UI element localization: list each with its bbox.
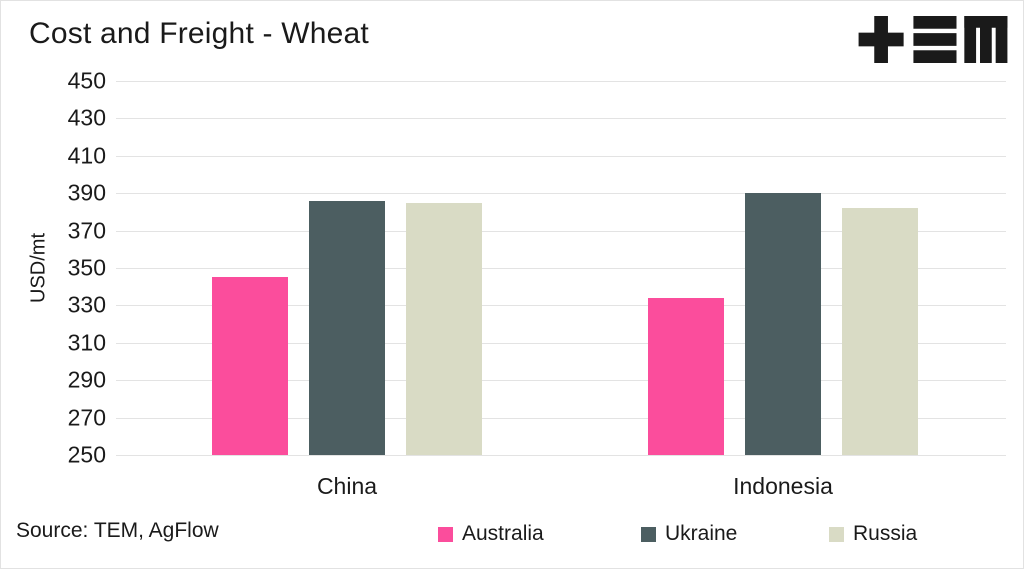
x-tick-indonesia: Indonesia — [733, 473, 833, 499]
legend-label-russia: Russia — [853, 522, 918, 545]
bar-indonesia-australia — [648, 297, 724, 455]
gridline-370 — [116, 230, 1006, 232]
gridline-250 — [116, 455, 1006, 456]
gridline-270 — [116, 417, 1006, 419]
legend-label-ukraine: Ukraine — [665, 522, 738, 545]
y-tick-390: 390 — [67, 179, 106, 206]
gridline-310 — [116, 342, 1006, 344]
tem-logo — [858, 16, 1008, 63]
y-tick-410: 410 — [67, 142, 106, 169]
source-note: Source: TEM, AgFlow — [16, 519, 219, 542]
bar-indonesia-ukraine — [745, 193, 821, 455]
y-tick-250: 250 — [67, 441, 106, 468]
bar-indonesia-russia — [842, 208, 918, 455]
x-tick-china: China — [316, 473, 378, 499]
chart-title: Cost and Freight - Wheat — [29, 17, 369, 50]
legend-swatch-australia — [438, 526, 453, 542]
gridline-430 — [116, 118, 1006, 120]
legend-swatch-russia — [829, 526, 844, 542]
y-tick-270: 270 — [67, 404, 106, 431]
y-tick-370: 370 — [67, 217, 106, 244]
bar-china-ukraine — [309, 200, 385, 455]
gridline-390 — [116, 193, 1006, 195]
y-tick-330: 330 — [67, 291, 106, 318]
legend-label-australia: Australia — [462, 522, 544, 545]
bar-china-australia — [212, 277, 288, 455]
gridline-330 — [116, 305, 1006, 307]
bar-china-russia — [406, 202, 482, 455]
y-tick-350: 350 — [67, 254, 106, 281]
legend-swatch-ukraine — [641, 526, 656, 542]
legend-item-russia: Russia — [829, 522, 917, 546]
y-tick-430: 430 — [67, 104, 106, 131]
legend-item-ukraine: Ukraine — [641, 522, 737, 546]
legend-item-australia: Australia — [438, 522, 544, 546]
y-axis-title: USD/mt — [27, 233, 50, 303]
gridline-450 — [116, 81, 1006, 82]
gridline-350 — [116, 268, 1006, 269]
gridline-290 — [116, 380, 1006, 382]
tem-logo-glyphs — [858, 16, 1008, 63]
y-tick-310: 310 — [67, 329, 106, 356]
y-tick-290: 290 — [67, 366, 106, 393]
y-tick-450: 450 — [67, 67, 106, 94]
gridline-410 — [116, 155, 1006, 157]
